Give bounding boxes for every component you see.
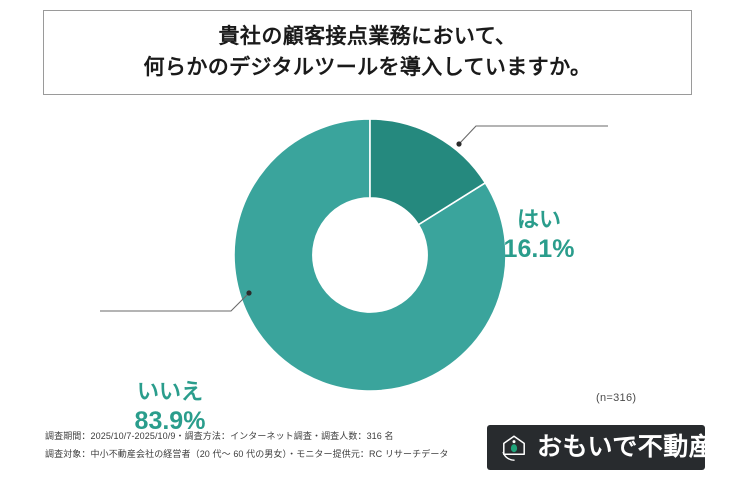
callout-no-value: 83.9% bbox=[134, 406, 206, 435]
donut-chart-area: はい 16.1% いいえ 83.9% bbox=[0, 95, 747, 435]
page-title-line-1: 貴社の顧客接点業務において、 bbox=[218, 25, 517, 49]
callout-yes-value: 16.1% bbox=[503, 234, 575, 263]
callout-yes-name: はい bbox=[516, 207, 561, 232]
callout-no-name: いいえ bbox=[136, 379, 203, 404]
donut-slice-no[interactable] bbox=[233, 118, 507, 392]
house-icon-svg bbox=[502, 434, 525, 461]
brand-logo-text: おもいで不動産 bbox=[537, 433, 715, 461]
footer: 調査期間：2025/10/7-2025/10/9・調査方法：インターネット調査・… bbox=[0, 420, 747, 483]
donut-slice-yes[interactable] bbox=[369, 118, 487, 226]
callout-label-yes: はい 16.1% bbox=[474, 206, 604, 265]
donut-chart-svg bbox=[100, 118, 608, 392]
leader-line-yes bbox=[456, 125, 608, 147]
callout-label-no: いいえ 83.9% bbox=[105, 378, 235, 437]
question-title-box: 貴社の顧客接点業務において、 何らかのデジタルツールを導入していますか。 bbox=[43, 10, 692, 95]
brand-logo[interactable]: おもいで不動産 bbox=[487, 425, 714, 470]
survey-note-line-2: 調査対象：中小不動産会社の経営者（20 代〜 60 代の男女）・モニター提供元：… bbox=[45, 448, 449, 459]
survey-note-line-1: 調査期間：2025/10/7-2025/10/9・調査方法：インターネット調査・… bbox=[45, 431, 394, 441]
house-icon bbox=[499, 433, 529, 463]
leader-line-no bbox=[100, 290, 252, 312]
survey-method-note: 調査期間：2025/10/7-2025/10/9・調査方法：インターネット調査・… bbox=[45, 428, 465, 463]
sample-size-note: (n=316) bbox=[596, 392, 637, 404]
page-title-line-2: 何らかのデジタルツールを導入していますか。 bbox=[143, 55, 592, 79]
